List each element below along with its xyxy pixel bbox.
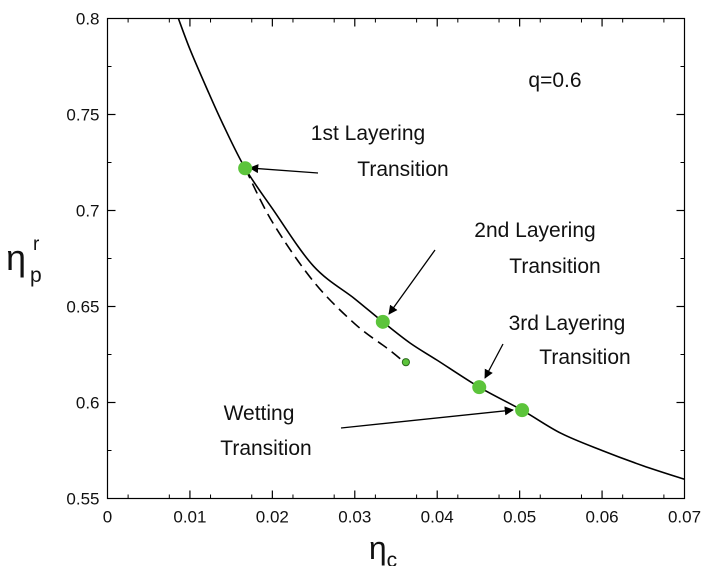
param-label: q=0.6 [528,69,581,92]
first-layering-label-line1: 1st Layering [311,122,425,145]
first-layering-label-line2: Transition [357,158,448,181]
third-layering-label-line1: 3rd Layering [509,312,626,335]
wetting-transition-point [515,403,530,418]
y-tick-label: 0.6 [76,394,100,413]
arrow-second-layering [388,249,436,315]
second-layering-label-line1: 2nd Layering [474,219,595,242]
x-tick-label: 0.05 [503,508,536,527]
third-layering-label-line2: Transition [539,346,630,369]
arrow-first-layering [249,164,319,174]
x-axis-title-main: η [369,530,387,566]
arrow-third-layering [484,343,504,379]
y-tick-label: 0.65 [66,298,99,317]
y-axis-title-sub: p [30,264,42,287]
dashed-series-line [244,167,405,363]
1st-layering-transition-point [238,161,253,176]
x-axis-ticks: 0 0.01 0.02 0.03 0.04 0.05 0.06 0.07 [103,18,701,527]
y-axis-ticks: 0.55 0.6 0.65 0.7 0.75 0.8 [66,10,685,509]
arrow-wetting [340,406,514,429]
y-tick-label: 0.75 [66,106,99,125]
x-axis-title: ηc [369,530,397,566]
y-tick-label: 0.55 [66,490,99,509]
x-tick-label: 0.03 [338,508,371,527]
x-tick-label: 0.04 [421,508,454,527]
3rd-layering-transition-point [472,380,487,395]
y-axis-title-sup: r [33,234,40,255]
2nd-layering-transition-point [375,314,390,329]
x-tick-label: 0.07 [668,508,701,527]
x-tick-label: 0.06 [586,508,619,527]
x-tick-label: 0.01 [173,508,206,527]
transition-points [238,161,530,418]
y-tick-label: 0.8 [76,10,100,29]
annotation-arrows [249,164,514,429]
y-axis-title-main: η [6,237,26,278]
x-axis-title-sub: c [387,549,398,566]
wetting-label-line2: Transition [220,437,311,460]
small-end-point [401,358,410,367]
x-tick-label: 0 [103,508,112,527]
wetting-label-line1: Wetting [224,402,295,425]
y-tick-label: 0.7 [76,202,100,221]
x-tick-label: 0.02 [256,508,289,527]
second-layering-label-line2: Transition [509,255,600,278]
